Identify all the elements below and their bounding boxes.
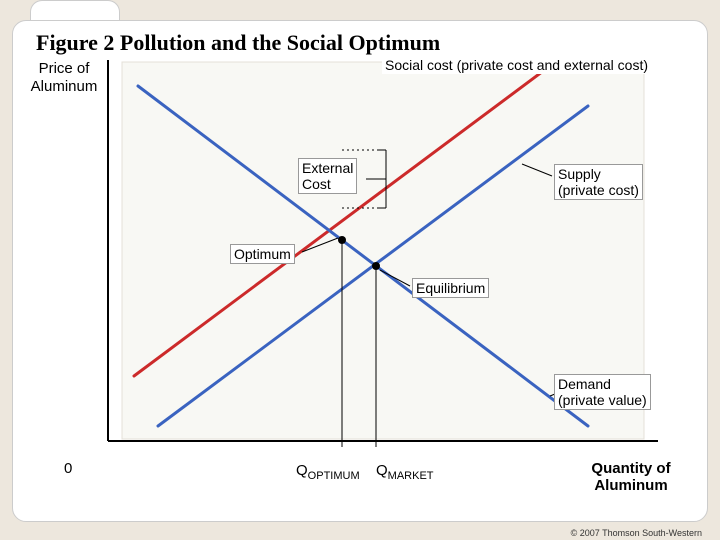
label-equilibrium: Equilibrium — [412, 278, 489, 298]
copyright-text: © 2007 Thomson South-Western — [571, 528, 702, 538]
folder-tab — [30, 0, 120, 22]
label-demand: Demand(private value) — [554, 374, 651, 410]
xtick-market: QMARKET — [376, 462, 434, 482]
label-social-cost: Social cost (private cost and external c… — [382, 56, 651, 74]
label-external-cost: ExternalCost — [298, 158, 357, 194]
figure-title: Figure 2 Pollution and the Social Optimu… — [36, 30, 440, 56]
y-axis-label: Price ofAluminum — [24, 60, 104, 96]
x-axis-label: Quantity ofAluminum — [576, 460, 686, 495]
xtick-optimum: QOPTIMUM — [296, 462, 360, 482]
label-supply: Supply(private cost) — [554, 164, 643, 200]
axis-origin: 0 — [64, 460, 72, 477]
label-optimum: Optimum — [230, 244, 295, 264]
chart-area: Social cost (private cost and external c… — [98, 56, 674, 464]
